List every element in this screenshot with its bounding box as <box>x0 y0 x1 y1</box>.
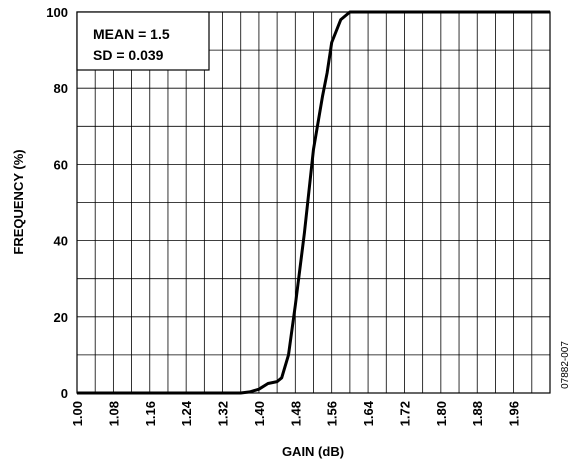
annotation-mean: MEAN = 1.5 <box>93 26 170 42</box>
y-axis-title: FREQUENCY (%) <box>11 149 26 254</box>
x-tick-label: 1.24 <box>179 400 194 426</box>
annotation-box-frame <box>76 11 210 71</box>
series-layer <box>77 10 550 395</box>
x-tick-labels: 1.00 1.08 1.16 1.24 1.32 1.40 1.48 1.56 1.64 1.72… <box>70 400 522 426</box>
y-tick-label: 100 <box>46 5 68 20</box>
x-tick-label: 1.88 <box>470 401 485 426</box>
x-tick-label: 1.40 <box>252 401 267 426</box>
x-tick-label: 1.48 <box>288 401 303 426</box>
y-tick-labels: 0 20 40 60 80 100 <box>46 5 68 401</box>
grid-lines <box>77 12 550 393</box>
series-line <box>77 10 550 395</box>
x-tick-label: 1.56 <box>325 401 340 426</box>
x-tick-label: 1.80 <box>434 401 449 426</box>
y-tick-label: 20 <box>54 310 68 325</box>
figure-id-label: 07882-007 <box>560 341 571 389</box>
plot-border <box>76 11 551 394</box>
x-tick-label: 1.64 <box>361 400 376 426</box>
x-tick-label: 1.08 <box>106 401 121 426</box>
x-tick-label: 1.00 <box>70 401 85 426</box>
x-tick-label: 1.32 <box>216 401 231 426</box>
x-axis-title: GAIN (dB) <box>282 444 344 459</box>
y-tick-label: 40 <box>54 234 68 249</box>
y-tick-label: 0 <box>61 386 68 401</box>
x-tick-label: 1.16 <box>143 401 158 426</box>
x-tick-label: 1.96 <box>507 401 522 426</box>
x-tick-label: 1.72 <box>397 401 412 426</box>
annotation-box: MEAN = 1.5 SD = 0.039 <box>76 11 210 71</box>
annotation-sd: SD = 0.039 <box>93 47 164 63</box>
y-tick-label: 60 <box>54 157 68 172</box>
y-tick-label: 80 <box>54 81 68 96</box>
